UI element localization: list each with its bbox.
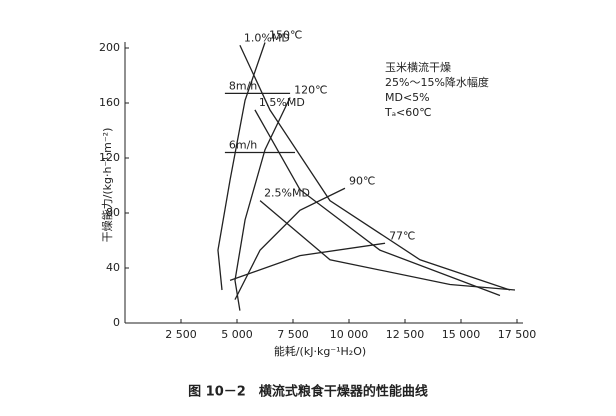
y-tick-label: 40 [106, 261, 120, 274]
y-axis-label: 干燥能力/(kg·h⁻¹·m⁻²) [100, 128, 114, 243]
curve-label: 1.0%MD [244, 31, 290, 44]
curve [239, 44, 511, 291]
curve-label: 77℃ [389, 229, 415, 242]
note: 25%～15%降水幅度 [385, 75, 489, 89]
x-tick-label: 7 500 [277, 328, 309, 341]
curve [229, 242, 386, 281]
curve-label: 2.5%MD [264, 187, 310, 200]
curve [234, 187, 346, 300]
curve [259, 200, 516, 291]
curve-label: 90℃ [349, 174, 375, 187]
curve [254, 109, 501, 297]
y-tick-label: 120 [99, 151, 120, 164]
x-axis-label: 能耗/(kJ·kg⁻¹H₂O) [274, 344, 366, 358]
y-tick-label: 80 [106, 206, 120, 219]
x-tick-label: 5 000 [221, 328, 253, 341]
y-tick-label: 160 [99, 96, 120, 109]
caption: 图 10－2 横流式粮食干燥器的性能曲线 [188, 384, 428, 400]
curve [234, 97, 291, 311]
x-tick-label: 17 500 [498, 328, 537, 341]
curve [217, 42, 266, 291]
x-tick-label: 10 000 [330, 328, 369, 341]
x-tick-label: 2 500 [165, 328, 197, 341]
curve-label: 1.5%MD [259, 96, 305, 109]
x-tick-label: 12 500 [386, 328, 425, 341]
note: 玉米横流干燥 [385, 60, 451, 74]
note: Tₐ<60℃ [384, 106, 432, 119]
note: MD<5% [385, 91, 430, 104]
y-tick-label: 200 [99, 41, 120, 54]
curve-label: 120℃ [294, 84, 327, 97]
curve-label: 150℃ [269, 29, 302, 42]
x-tick-label: 15 000 [442, 328, 481, 341]
y-tick-label: 0 [113, 316, 120, 329]
curve-label: 8m/h [229, 79, 257, 92]
curve-label: 6m/h [229, 139, 257, 152]
